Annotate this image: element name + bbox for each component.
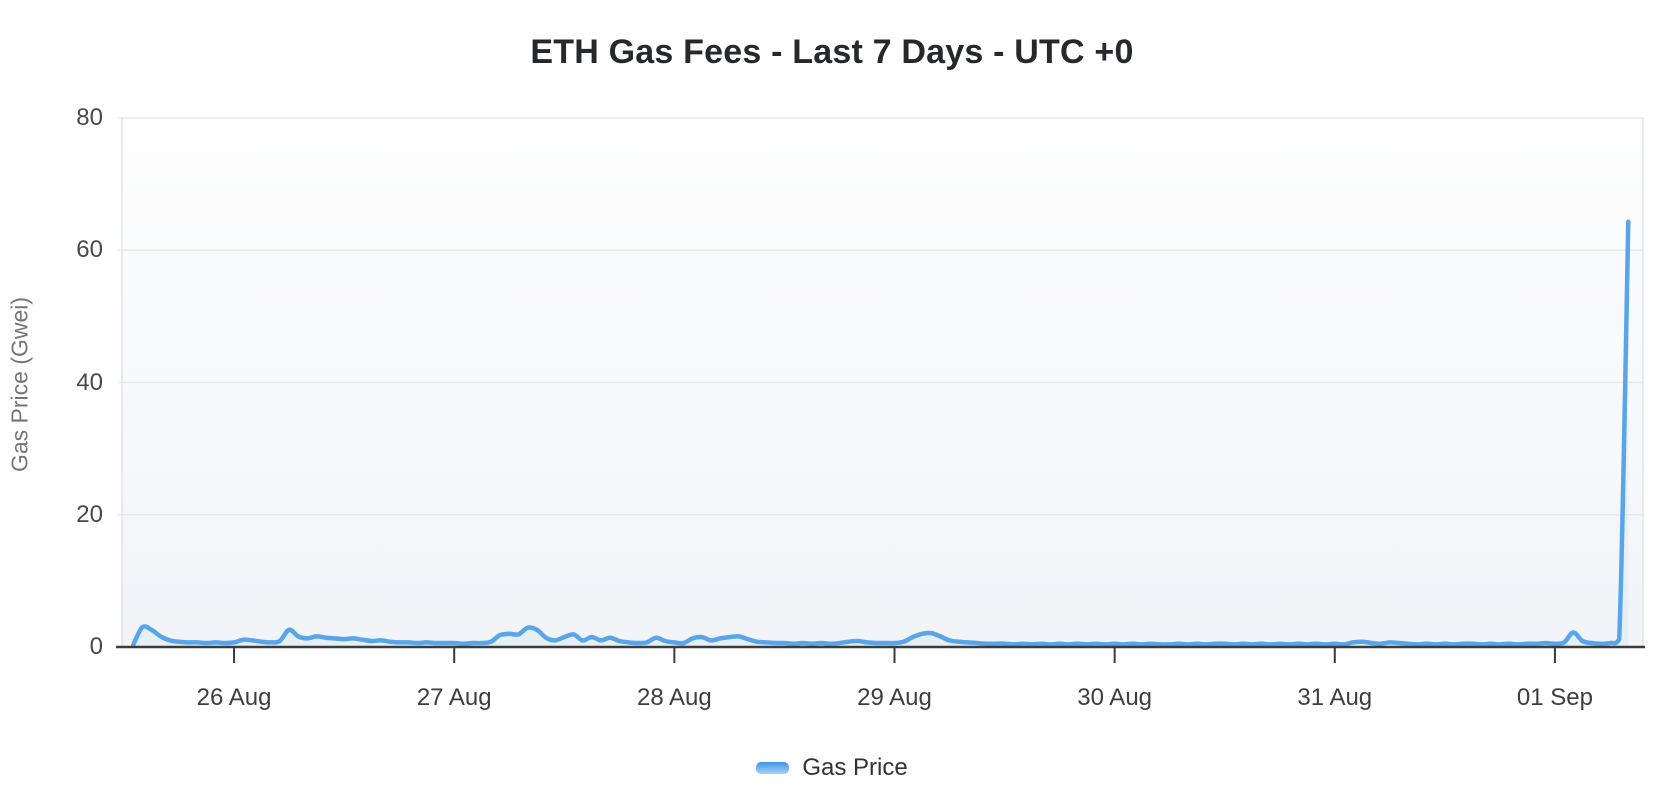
legend-item-gas-price[interactable]: Gas Price	[0, 751, 1664, 785]
legend-label: Gas Price	[802, 754, 908, 781]
chart-title: ETH Gas Fees - Last 7 Days - UTC +0	[530, 33, 1134, 71]
legend-marker-icon	[756, 762, 790, 774]
